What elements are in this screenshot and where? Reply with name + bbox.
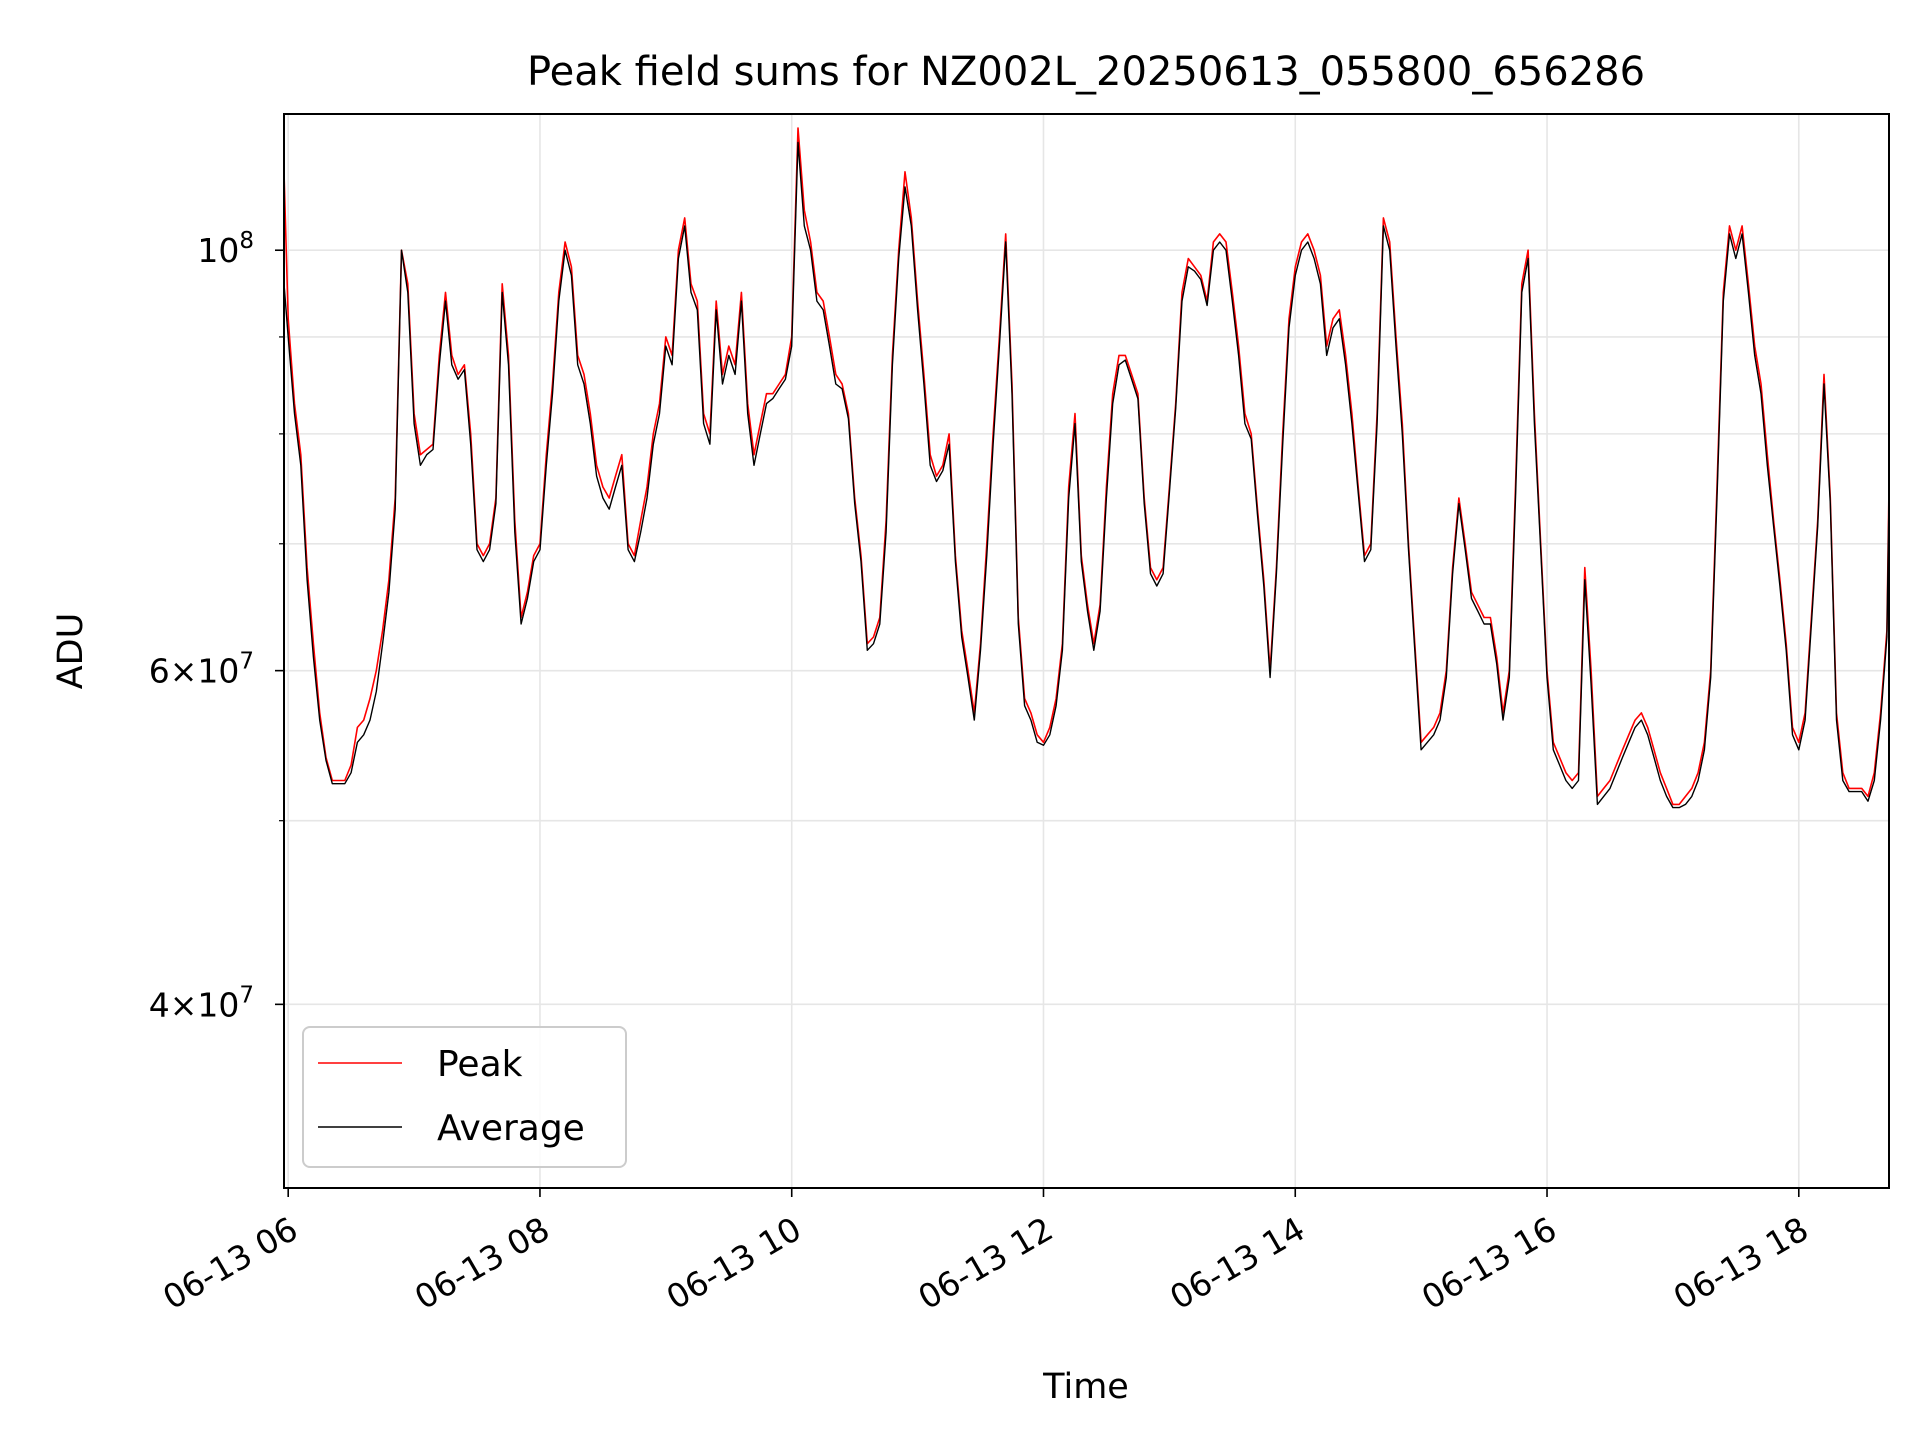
y-tick-label-exponent: 7	[239, 649, 254, 675]
grid	[284, 114, 1889, 1188]
legend-box	[302, 1026, 627, 1168]
y-tick-label-exponent: 7	[239, 982, 254, 1008]
y-tick-label: 108	[197, 228, 254, 270]
chart-title: Peak field sums for NZ002L_20250613_0558…	[527, 49, 1645, 95]
plot-frame	[283, 113, 1890, 1189]
y-tick-label: 4×107	[149, 982, 254, 1024]
y-tick-label-base: 6×10	[149, 652, 240, 691]
y-tick-label: 6×107	[149, 649, 254, 691]
y-tick-label-base: 10	[197, 231, 239, 270]
series-line-average	[283, 141, 1890, 809]
series-layer	[283, 127, 1890, 809]
series-line-peak	[283, 127, 1890, 806]
y-tick-label-base: 4×10	[149, 985, 240, 1024]
legend-label-average: Average	[437, 1108, 585, 1149]
x-axis-label: Time	[1042, 1367, 1129, 1407]
legend-label-peak: Peak	[437, 1044, 523, 1085]
y-tick-label-exponent: 8	[239, 228, 254, 254]
y-axis-label: ADU	[51, 613, 91, 690]
legend: Peak Average	[302, 1026, 627, 1168]
